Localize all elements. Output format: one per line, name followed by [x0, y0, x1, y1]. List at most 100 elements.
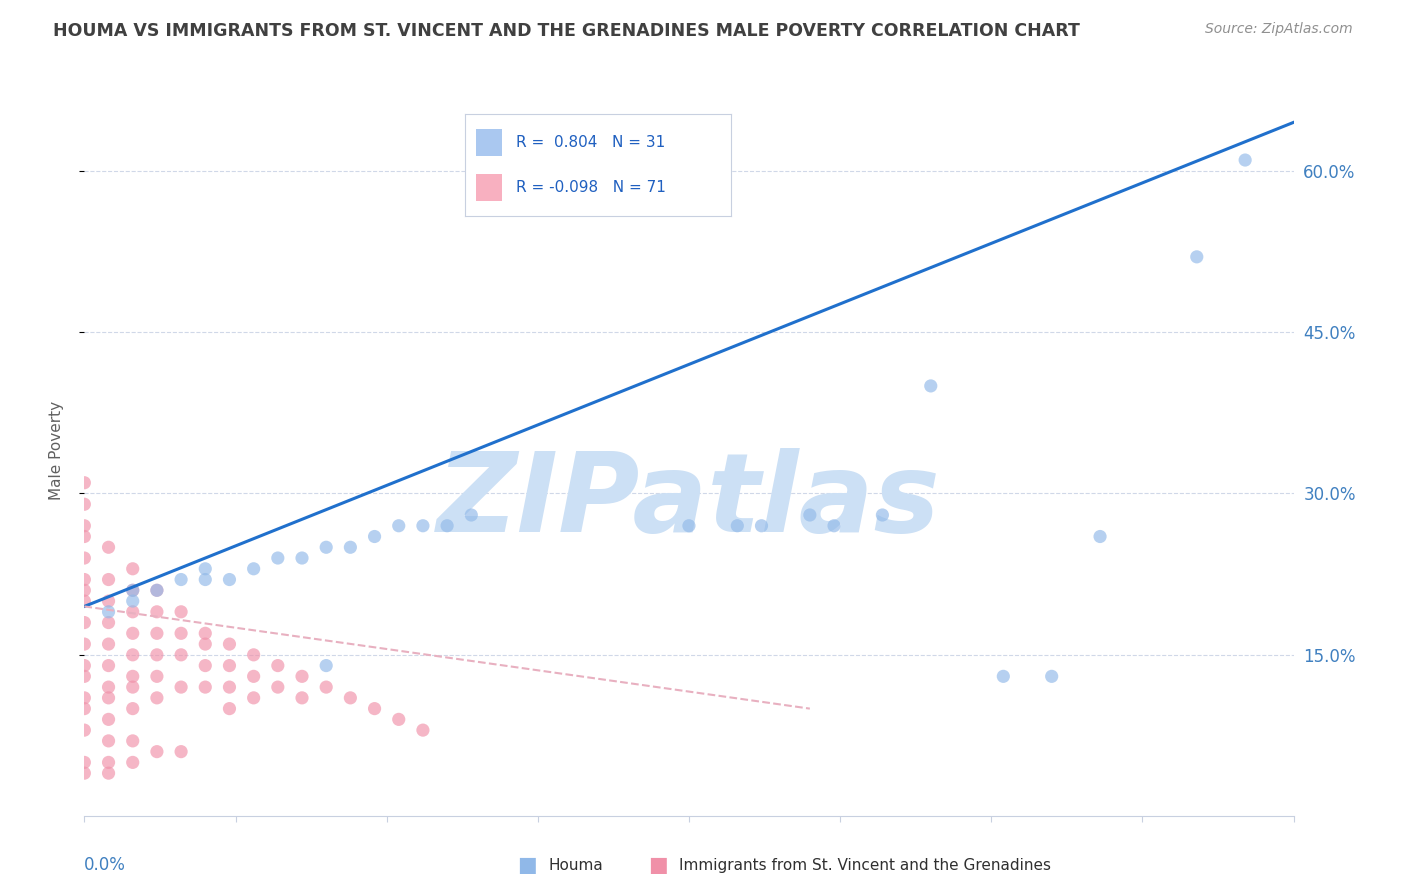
Point: [242, 690, 264, 705]
Point: [412, 723, 434, 738]
Y-axis label: Male Poverty: Male Poverty: [49, 401, 63, 500]
Point: [920, 379, 942, 393]
Point: [412, 518, 434, 533]
Point: [73, 701, 96, 715]
Point: [146, 745, 169, 759]
Point: [242, 669, 264, 683]
Point: [218, 701, 240, 715]
Point: [267, 551, 290, 566]
Point: [1185, 250, 1208, 264]
Point: [73, 573, 96, 587]
Point: [121, 680, 143, 694]
Point: [97, 712, 120, 726]
Point: [97, 680, 120, 694]
Point: [799, 508, 821, 522]
Point: [291, 669, 314, 683]
Point: [242, 562, 264, 576]
Point: [267, 680, 290, 694]
Point: [146, 690, 169, 705]
Point: [73, 518, 96, 533]
Point: [121, 583, 143, 598]
Point: [97, 658, 120, 673]
Point: [194, 658, 217, 673]
Point: [121, 594, 143, 608]
Point: [97, 734, 120, 748]
Point: [170, 605, 193, 619]
Text: ■: ■: [517, 855, 537, 875]
Point: [146, 605, 169, 619]
Point: [146, 583, 169, 598]
Text: Immigrants from St. Vincent and the Grenadines: Immigrants from St. Vincent and the Gren…: [679, 858, 1052, 872]
Point: [97, 690, 120, 705]
Point: [1088, 529, 1111, 543]
Point: [73, 766, 96, 780]
Point: [146, 583, 169, 598]
Point: [194, 680, 217, 694]
Point: [73, 637, 96, 651]
Point: [121, 701, 143, 715]
Point: [97, 605, 120, 619]
Point: [73, 497, 96, 511]
Point: [97, 637, 120, 651]
Point: [315, 680, 337, 694]
Point: [388, 712, 411, 726]
Point: [194, 562, 217, 576]
Point: [121, 626, 143, 640]
Point: [170, 745, 193, 759]
Text: Source: ZipAtlas.com: Source: ZipAtlas.com: [1205, 22, 1353, 37]
Point: [121, 648, 143, 662]
Point: [73, 723, 96, 738]
Point: [363, 701, 385, 715]
Point: [146, 648, 169, 662]
Point: [170, 626, 193, 640]
Point: [388, 518, 411, 533]
Point: [73, 551, 96, 566]
Point: [170, 680, 193, 694]
Point: [315, 541, 337, 555]
Point: [121, 734, 143, 748]
Point: [97, 541, 120, 555]
Text: Houma: Houma: [548, 858, 603, 872]
Point: [73, 658, 96, 673]
Point: [725, 518, 748, 533]
Point: [678, 518, 700, 533]
Point: [73, 529, 96, 543]
Text: ZIPatlas: ZIPatlas: [437, 448, 941, 555]
Point: [73, 475, 96, 490]
Point: [121, 605, 143, 619]
Point: [872, 508, 894, 522]
Point: [460, 508, 482, 522]
Point: [1234, 153, 1257, 167]
Point: [194, 637, 217, 651]
Point: [73, 690, 96, 705]
Point: [121, 562, 143, 576]
Point: [146, 626, 169, 640]
Point: [97, 766, 120, 780]
Point: [73, 756, 96, 770]
Point: [315, 658, 337, 673]
Point: [73, 615, 96, 630]
Point: [218, 637, 240, 651]
Point: [97, 615, 120, 630]
Point: [73, 669, 96, 683]
Point: [218, 573, 240, 587]
Text: HOUMA VS IMMIGRANTS FROM ST. VINCENT AND THE GRENADINES MALE POVERTY CORRELATION: HOUMA VS IMMIGRANTS FROM ST. VINCENT AND…: [53, 22, 1080, 40]
Point: [339, 541, 361, 555]
Point: [291, 690, 314, 705]
Point: [218, 658, 240, 673]
Point: [146, 669, 169, 683]
Point: [97, 756, 120, 770]
Point: [751, 518, 773, 533]
Text: ■: ■: [648, 855, 668, 875]
Point: [73, 594, 96, 608]
Point: [291, 551, 314, 566]
Point: [267, 658, 290, 673]
Point: [97, 573, 120, 587]
Point: [1040, 669, 1063, 683]
Point: [436, 518, 458, 533]
Point: [97, 594, 120, 608]
Point: [170, 648, 193, 662]
Point: [242, 648, 264, 662]
Point: [170, 573, 193, 587]
Point: [121, 669, 143, 683]
